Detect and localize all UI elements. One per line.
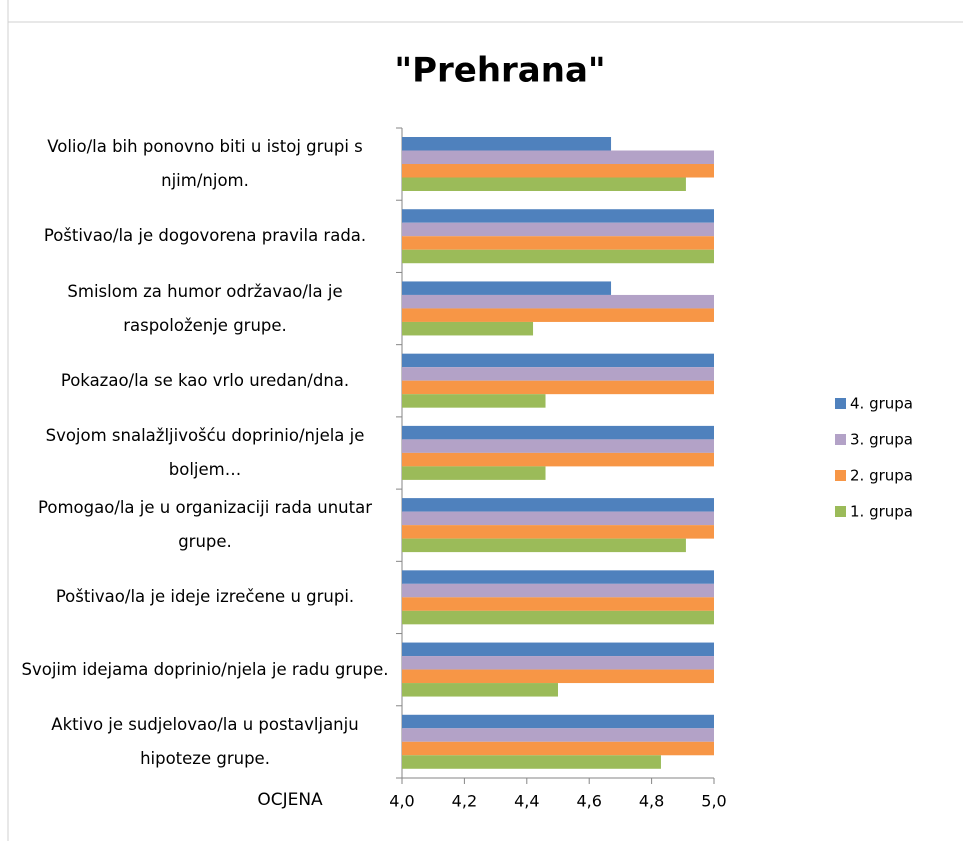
category-label: Poštivao/la je dogovorena pravila rada.	[43, 226, 367, 246]
category-label: Pomogao/la je u organizaciji rada unutar…	[37, 498, 372, 552]
axis-label: OCJENA	[257, 790, 323, 810]
x-tick-label: 4,0	[389, 792, 414, 811]
bar	[402, 656, 714, 670]
category-label: Aktivo je sudjelovao/la u postavljanju h…	[51, 714, 359, 768]
category-label: Pokazao/la se kao vrlo uredan/dna.	[60, 370, 350, 390]
bar	[402, 538, 686, 553]
bar	[402, 222, 714, 237]
bar	[402, 610, 714, 625]
x-tick-label: 4,6	[576, 792, 601, 811]
bar	[402, 209, 714, 223]
chart-title: "Prehrana"	[394, 51, 605, 91]
bar	[402, 308, 714, 322]
bar	[402, 177, 686, 191]
bar	[402, 714, 714, 729]
bar	[402, 439, 714, 453]
bar	[402, 425, 714, 440]
bar	[402, 728, 714, 742]
bar	[402, 150, 714, 164]
bar	[402, 380, 714, 395]
bar	[402, 583, 714, 598]
legend-label: 3. grupa	[850, 431, 913, 449]
bar	[402, 741, 714, 756]
category-label: Volio/la bih ponovno biti u istoj grupi …	[47, 137, 363, 191]
bar	[402, 367, 714, 381]
bar	[402, 452, 714, 467]
x-tick-label: 5,0	[701, 792, 726, 811]
bar	[402, 669, 714, 684]
bar	[402, 683, 558, 697]
bar	[402, 570, 714, 584]
bar	[402, 755, 661, 769]
category-label: Poštivao/la je ideje izrečene u grupi.	[55, 587, 355, 607]
category-label: Smislom za humor održavao/la je raspolož…	[67, 281, 343, 335]
bar	[402, 249, 714, 264]
legend-swatch	[835, 470, 846, 481]
legend-label: 2. grupa	[850, 467, 913, 485]
legend-swatch	[835, 398, 846, 409]
category-label: Svojom snalažljivošću doprinio/njela je …	[45, 426, 365, 479]
bar	[402, 498, 714, 512]
legend-label: 4. grupa	[850, 395, 913, 413]
bar	[402, 281, 612, 295]
bar	[402, 321, 534, 336]
legend-label: 1. grupa	[850, 503, 913, 521]
category-label: Svojim idejama doprinio/njela je radu gr…	[21, 659, 389, 679]
x-tick-label: 4,4	[514, 792, 539, 811]
bar	[402, 294, 714, 309]
bar	[402, 353, 714, 368]
x-tick-label: 4,2	[452, 792, 477, 811]
bar	[402, 394, 546, 408]
bar	[402, 236, 714, 250]
bar	[402, 164, 714, 178]
x-tick-label: 4,8	[639, 792, 664, 811]
legend-swatch	[835, 434, 846, 445]
bar	[402, 466, 546, 480]
legend-swatch	[835, 506, 846, 517]
bar	[402, 642, 714, 657]
bar	[402, 597, 714, 611]
bar	[402, 511, 714, 526]
bar	[402, 137, 612, 151]
bar	[402, 525, 714, 539]
